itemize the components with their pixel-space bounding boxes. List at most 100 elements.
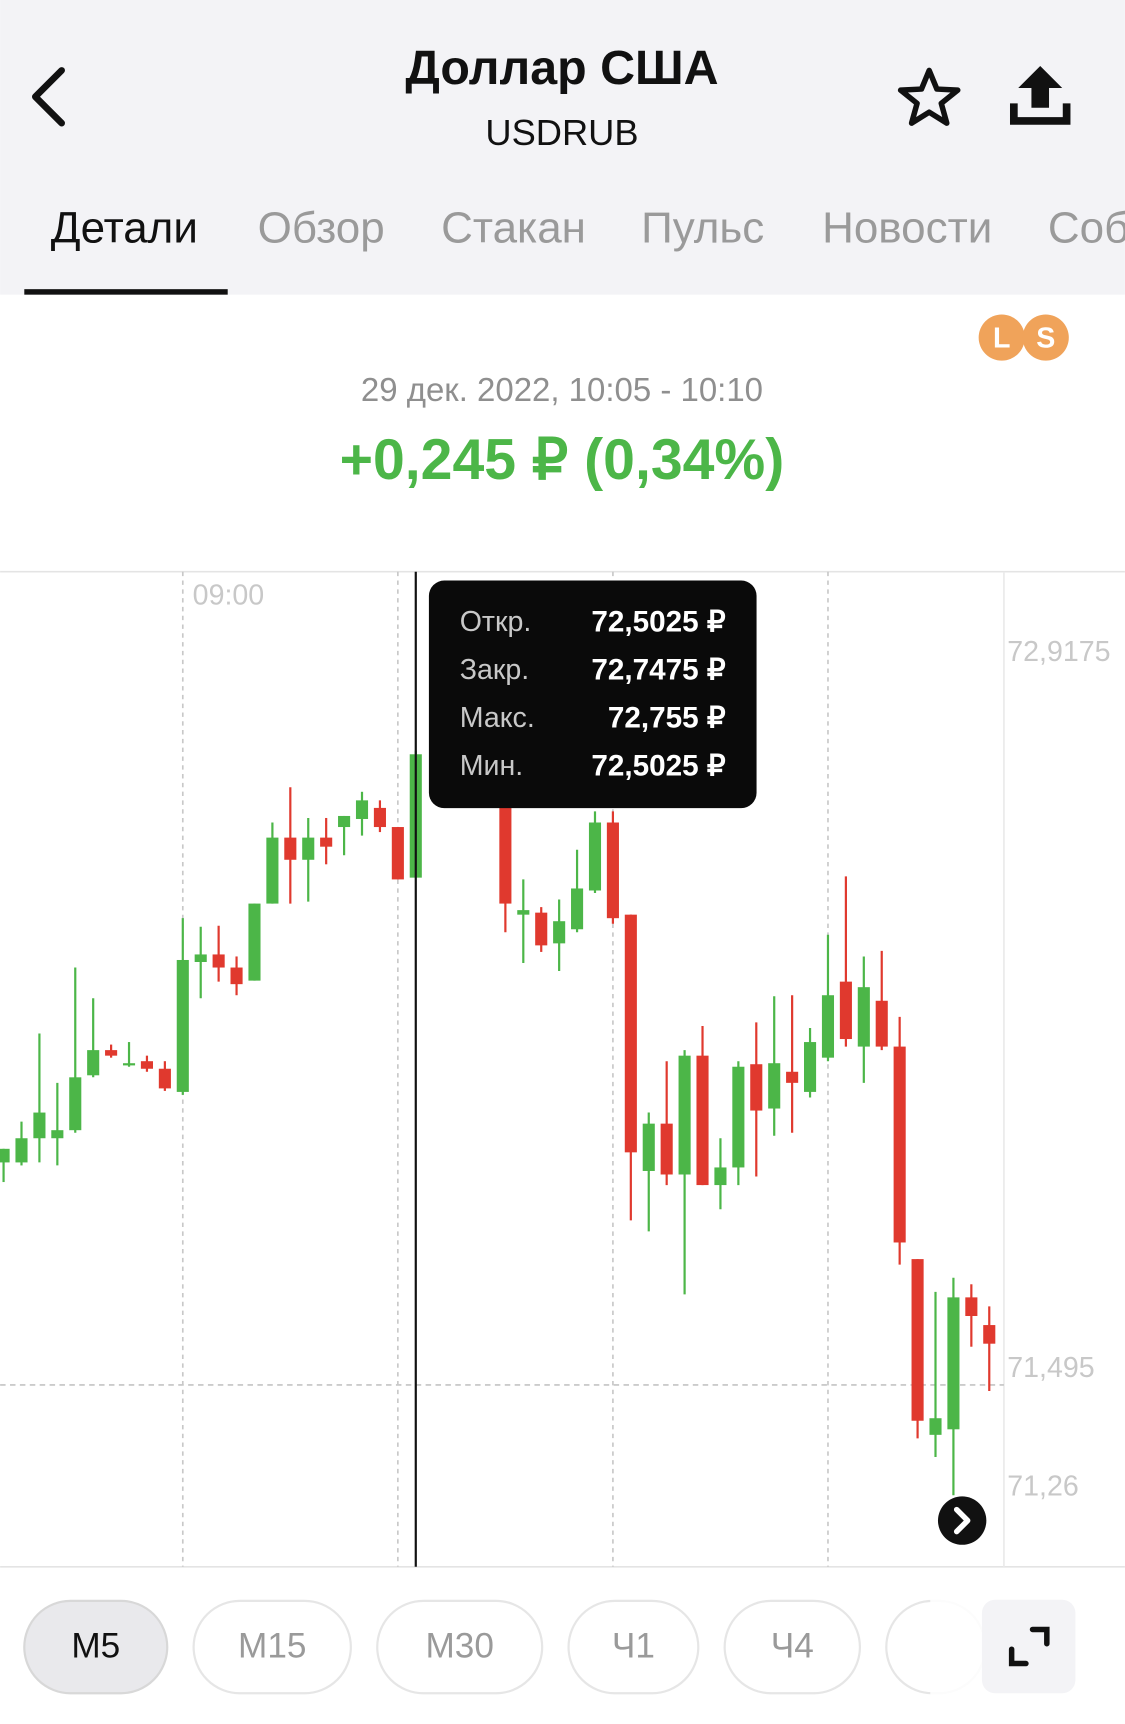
- tooltip: Откр. 72,5025 ₽ Закр. 72,7475 ₽ Макс. 72,755 …: [428, 580, 757, 809]
- badge: L: [993, 322, 1010, 354]
- badge: S: [1036, 322, 1055, 354]
- scroll-end-button[interactable]: [937, 1496, 987, 1545]
- candle-body: [230, 967, 243, 985]
- fade: [930, 1594, 986, 1700]
- candle-body: [499, 778, 512, 904]
- candle-body: [696, 1055, 709, 1186]
- candle-body: [553, 921, 566, 944]
- candle-body: [732, 1066, 745, 1168]
- candle-body: [535, 912, 548, 946]
- badges: L S: [978, 314, 1069, 361]
- candle-body: [786, 1071, 799, 1083]
- back-button[interactable]: [31, 67, 65, 127]
- candle-body: [965, 1297, 978, 1316]
- candle-body: [373, 807, 386, 828]
- timeframe-button[interactable]: [376, 1599, 544, 1695]
- candle-body: [320, 837, 333, 847]
- tooltip-label: Откр.: [460, 606, 532, 638]
- title: Доллар США: [405, 41, 718, 95]
- candle-body: [284, 837, 297, 860]
- subtitle: USDRUB: [485, 112, 638, 153]
- candle-body: [893, 1046, 906, 1243]
- timeframe-button[interactable]: [567, 1599, 700, 1695]
- candle-body: [176, 959, 189, 1092]
- candle-body: [606, 822, 619, 919]
- candle-body: [839, 981, 852, 1040]
- candle-body: [51, 1130, 64, 1139]
- period: 29 дек. 2022, 10:05 - 10:10: [361, 371, 763, 408]
- tooltip-label: Закр.: [460, 654, 530, 686]
- candle-body: [33, 1112, 46, 1139]
- candle-body: [212, 954, 225, 968]
- plot: 72,9175 71,495 71,26 09:00: [0, 571, 1111, 1567]
- tab[interactable]: Обзор: [258, 204, 385, 253]
- candle-body: [588, 822, 602, 891]
- candle-body: [15, 1138, 28, 1163]
- candle-body: [642, 1123, 655, 1171]
- tab[interactable]: Стакан: [441, 204, 586, 253]
- fullscreen-button[interactable]: [981, 1599, 1076, 1694]
- candle-body: [140, 1061, 153, 1069]
- candle-body: [678, 1055, 691, 1175]
- candle-body: [624, 914, 637, 1153]
- candle-body: [875, 1000, 888, 1047]
- tooltip-value: 72,5025 ₽: [591, 749, 726, 782]
- candle-body: [0, 1148, 10, 1163]
- tab[interactable]: Пульс: [641, 204, 764, 253]
- candle-body: [266, 837, 279, 904]
- candle-body: [983, 1325, 996, 1344]
- timeframe-label[interactable]: Ч4: [771, 1626, 814, 1665]
- candle-body: [947, 1297, 960, 1430]
- tab[interactable]: Новости: [822, 204, 992, 253]
- candle-body: [69, 1077, 82, 1131]
- timeframe-label[interactable]: M15: [238, 1626, 306, 1665]
- candle-body: [105, 1050, 118, 1056]
- tooltip-value: 72,5025 ₽: [591, 605, 726, 638]
- y-tick-label: 71,26: [1007, 1470, 1079, 1502]
- share-button[interactable]: [1009, 65, 1071, 125]
- x-tick-label: 09:00: [193, 580, 265, 612]
- candle-body: [929, 1418, 942, 1435]
- candle-body: [804, 1042, 817, 1092]
- candle-body: [911, 1259, 924, 1421]
- tooltip-label: Мин.: [460, 750, 524, 782]
- tooltip-label: Макс.: [460, 702, 535, 734]
- tooltip-value: 72,7475 ₽: [591, 653, 726, 686]
- tooltip-value: 72,755 ₽: [608, 701, 726, 734]
- candle-body: [768, 1063, 781, 1109]
- timeframe-label[interactable]: M30: [425, 1626, 493, 1665]
- candle-body: [517, 910, 530, 915]
- change: +0,245 ₽ (0,34%): [340, 428, 785, 492]
- candle-body: [158, 1068, 171, 1089]
- candle-body: [194, 954, 207, 962]
- timeframe-label[interactable]: Ч1: [612, 1626, 655, 1665]
- candle-body: [571, 888, 584, 930]
- candle-body: [87, 1050, 100, 1076]
- candle-body: [714, 1167, 727, 1186]
- tabs: Детали Обзор Стакан Пульс Новости Соб: [51, 204, 1125, 253]
- candle-body: [338, 815, 351, 828]
- y-tick-label: 71,495: [1007, 1352, 1094, 1384]
- y-tick-label: 72,9175: [1007, 636, 1110, 668]
- candle-body: [355, 800, 369, 819]
- timeframe-label[interactable]: M5: [71, 1626, 120, 1665]
- timeframe-button[interactable]: [192, 1599, 352, 1695]
- tab[interactable]: Соб: [1048, 204, 1125, 253]
- candle-body: [660, 1123, 673, 1175]
- candle-body: [122, 1063, 136, 1066]
- timeframes: M5 M15 M30 Ч1 Ч4: [23, 1599, 862, 1695]
- tab[interactable]: Детали: [51, 204, 198, 253]
- candle-body: [391, 827, 404, 880]
- timeframe-button[interactable]: [723, 1599, 862, 1695]
- candle-body: [302, 837, 315, 860]
- timeframe-button[interactable]: [23, 1599, 169, 1695]
- tab-underline: [24, 289, 228, 295]
- header-bg: [0, 0, 1125, 295]
- candle-body: [248, 903, 261, 981]
- favorite-button[interactable]: [897, 67, 961, 126]
- candle-body: [857, 987, 870, 1047]
- candle-body: [821, 995, 835, 1058]
- candle-body: [750, 1064, 763, 1111]
